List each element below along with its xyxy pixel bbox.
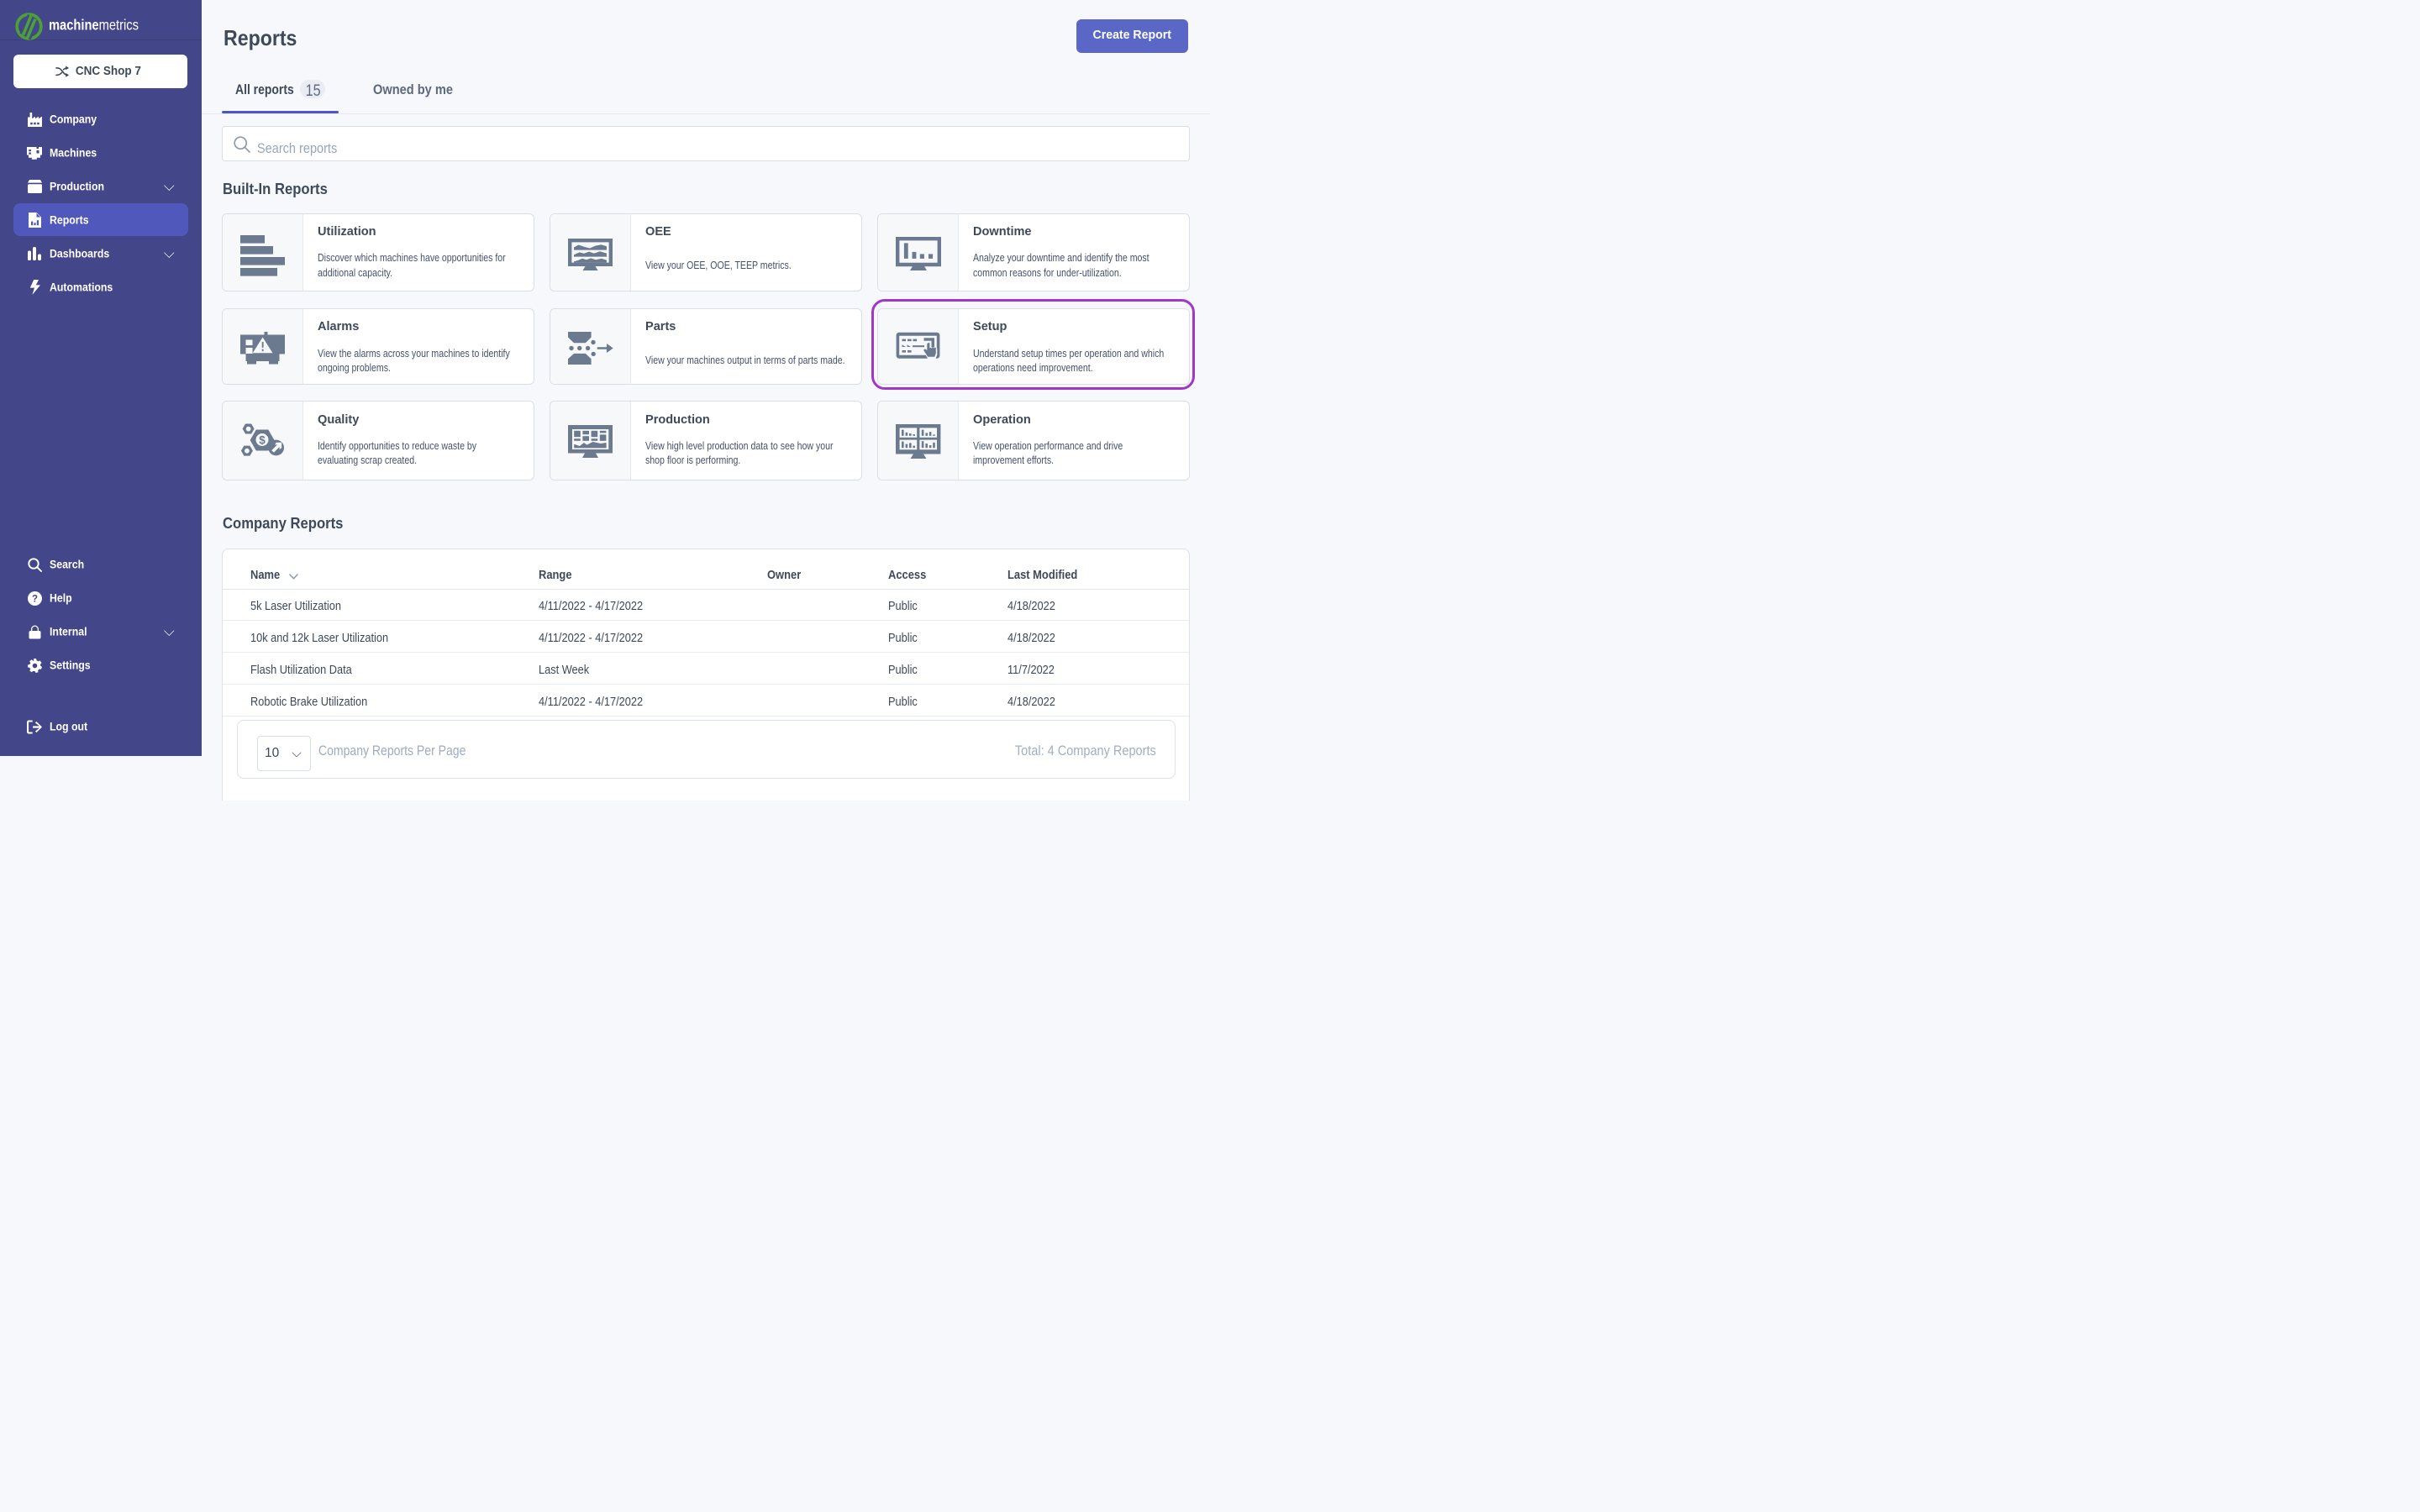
svg-text:?: ? bbox=[31, 594, 37, 604]
svg-text:$: $ bbox=[259, 434, 266, 447]
